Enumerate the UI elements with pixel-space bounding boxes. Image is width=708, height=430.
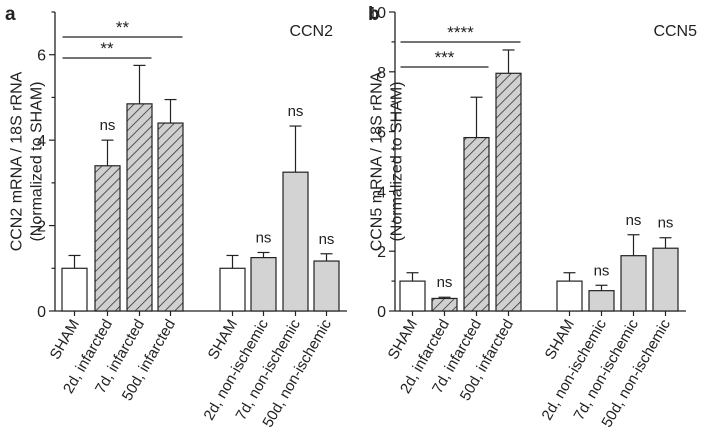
y-axis-title: CCN2 mRNA / 18S rRNA <box>9 71 26 251</box>
significance-ns-label: ns <box>658 215 674 232</box>
bar <box>588 290 615 312</box>
bar <box>157 122 184 312</box>
bar <box>126 103 153 312</box>
significance-ns-label: ns <box>100 117 116 134</box>
bar <box>463 136 490 312</box>
bar <box>652 247 679 312</box>
bar <box>620 255 647 312</box>
significance-stars: **** <box>447 23 474 42</box>
bar <box>94 165 121 312</box>
chart-title: CCN2 <box>289 23 333 40</box>
y-axis-title: CCN5 mRNA / 18S rRNA <box>369 71 386 251</box>
significance-ns-label: ns <box>288 103 304 120</box>
y-tick-label: 6 <box>37 48 46 65</box>
significance-ns-label: ns <box>626 212 642 229</box>
bar <box>282 171 309 312</box>
significance-ns-label: ns <box>319 231 335 248</box>
y-axis-subtitle: (Normalized to SHAM) <box>389 81 406 241</box>
category-label: SHAM <box>47 317 83 363</box>
y-tick-label: 2 <box>37 219 46 236</box>
significance-ns-label: ns <box>594 262 610 279</box>
y-tick-label: 0 <box>37 304 46 321</box>
bar <box>399 280 426 312</box>
bar <box>219 267 246 312</box>
panel-letter: a <box>5 4 16 25</box>
significance-stars: ** <box>100 39 114 58</box>
y-axis-subtitle: (Normalized to SHAM) <box>29 81 46 241</box>
significance-stars: ** <box>116 18 130 37</box>
bar <box>556 280 583 312</box>
y-tick-label: 2 <box>377 244 386 261</box>
bar <box>495 72 522 312</box>
y-tick-label: 10 <box>368 5 386 22</box>
bar <box>61 267 88 312</box>
bar <box>250 257 277 312</box>
bar <box>313 260 340 312</box>
significance-stars: *** <box>435 48 455 67</box>
panel-letter: b <box>368 4 380 25</box>
panel-b-chart: b CCN5 0 2 4 6 8 10 CCN5 mRNA / 18S rRNA (Normali… <box>368 4 697 430</box>
y-tick-label: 8 <box>377 65 386 82</box>
bar <box>431 297 458 312</box>
significance-ns-label: ns <box>437 274 453 291</box>
panel-a-chart: a CCN2 0 2 4 6 CCN2 mRNA / 18S rRNA (Normalized… <box>5 4 347 430</box>
y-tick-label: 0 <box>377 304 386 321</box>
chart-title: CCN5 <box>653 23 697 40</box>
y-tick-label: 4 <box>37 133 46 150</box>
significance-ns-label: ns <box>256 229 272 246</box>
y-tick-label: 6 <box>377 125 386 142</box>
y-tick-label: 4 <box>377 184 386 201</box>
